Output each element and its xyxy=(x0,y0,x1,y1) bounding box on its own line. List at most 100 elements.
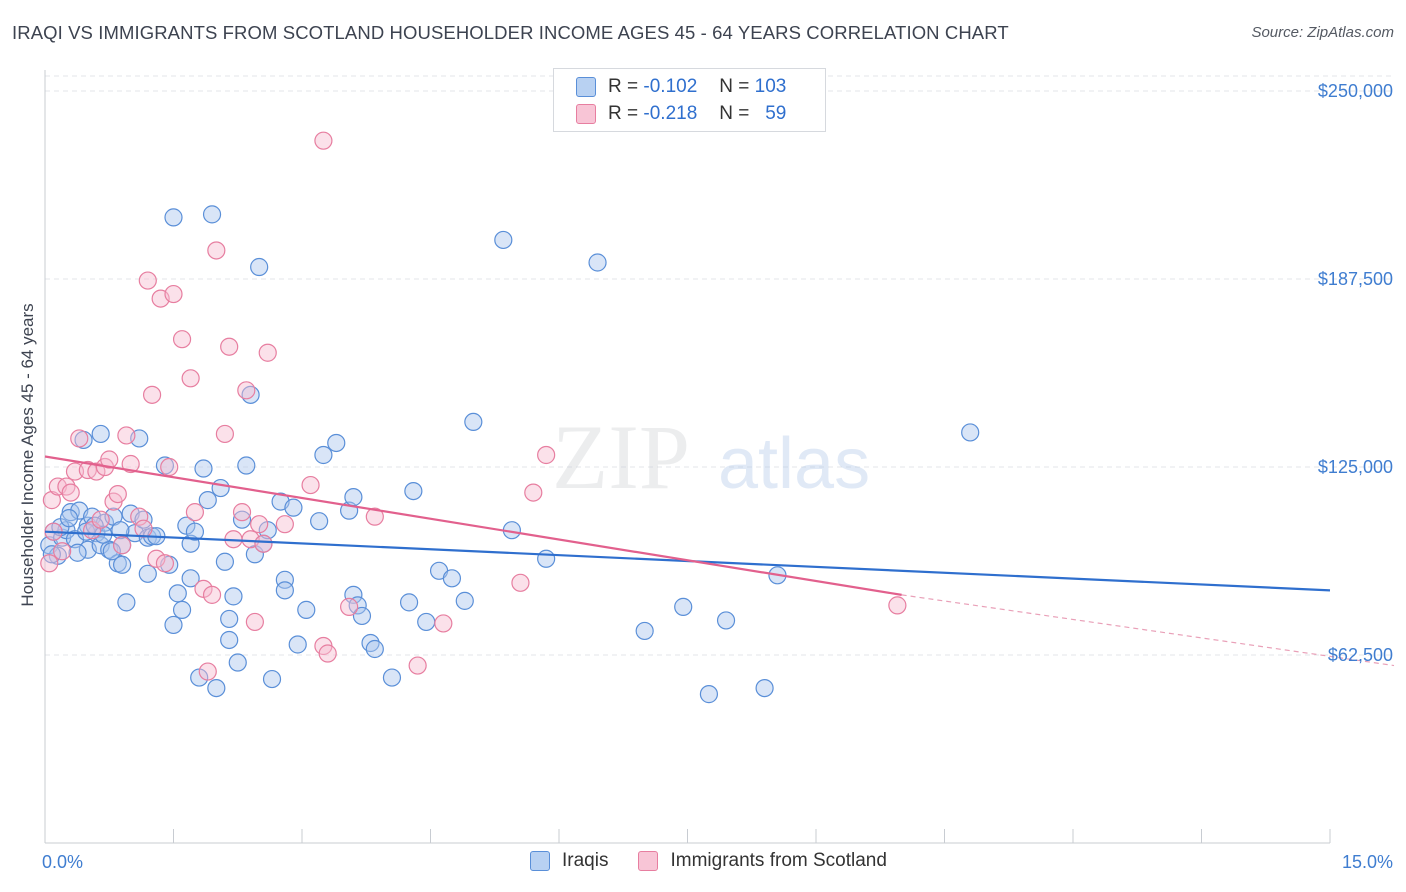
scotland-point xyxy=(202,585,222,604)
scotland-point xyxy=(61,483,80,502)
iraqis-point xyxy=(344,585,363,604)
iraqis-point xyxy=(194,459,213,478)
legend-swatch-pink xyxy=(576,104,596,124)
scotland-point xyxy=(207,241,226,260)
n-value: 103 xyxy=(754,76,787,97)
iraqis-point xyxy=(181,569,200,588)
iraqis-point xyxy=(172,600,192,619)
iraqis-point xyxy=(674,597,693,616)
iraqis-point xyxy=(59,509,79,528)
scotland-point xyxy=(87,462,106,481)
iraqis-point xyxy=(310,512,329,531)
iraqis-point xyxy=(220,630,239,650)
scotland-point xyxy=(91,510,110,529)
scotland-point xyxy=(53,542,72,561)
scotland-point xyxy=(185,503,205,522)
iraqis-point xyxy=(417,612,436,632)
legend-swatch-pink xyxy=(638,851,659,871)
scotland-points xyxy=(40,131,907,681)
y-tick-label: $125,000 xyxy=(1318,457,1393,477)
iraqis-point xyxy=(404,481,423,501)
scotland-point xyxy=(318,644,337,663)
r-label: R = xyxy=(608,103,639,124)
y-tick-labels: $62,500 $125,000 $187,500 $250,000 xyxy=(1318,81,1393,665)
scotland-point xyxy=(160,457,179,477)
iraqis-point xyxy=(275,570,294,589)
scotland-point xyxy=(172,330,192,349)
scotland-point xyxy=(121,454,140,474)
correlation-legend: R = -0.102 N = 103 R = -0.218 N = 59 xyxy=(553,68,826,132)
scotland-point xyxy=(220,337,239,356)
scotland-point xyxy=(408,656,427,675)
iraqis-point xyxy=(399,593,419,612)
iraqis-point xyxy=(588,253,607,272)
legend-swatch-blue xyxy=(576,77,596,97)
r-value: -0.218 xyxy=(643,103,698,124)
n-label: N = xyxy=(719,76,750,97)
iraqis-point xyxy=(237,456,256,475)
watermark-zip: ZIP xyxy=(552,406,690,508)
iraqis-point xyxy=(228,653,247,672)
scotland-point xyxy=(524,483,543,502)
scotland-point xyxy=(314,131,333,150)
iraqis-point xyxy=(464,412,483,432)
scotland-point xyxy=(147,549,166,568)
x-tick-label: 15.0% xyxy=(1342,852,1393,872)
scotland-point xyxy=(215,424,234,444)
scotland-point xyxy=(42,491,61,510)
y-tick-label: $250,000 xyxy=(1318,81,1393,101)
x-tick-label: 0.0% xyxy=(42,852,83,872)
scotland-point xyxy=(164,284,183,304)
watermark-atlas: atlas xyxy=(718,424,870,504)
iraqis-point xyxy=(352,606,372,626)
iraqis-point xyxy=(382,668,402,687)
iraqis-point xyxy=(164,208,183,227)
scotland-point xyxy=(130,507,149,526)
iraqis-point xyxy=(961,423,980,442)
iraqis-point xyxy=(220,609,239,629)
source-label: Source: ZipAtlas.com xyxy=(1251,24,1394,41)
iraqis-point xyxy=(211,478,230,498)
iraqis-point xyxy=(168,584,187,603)
scotland-point xyxy=(237,381,256,400)
scotland-point xyxy=(155,554,175,573)
iraqis-point xyxy=(117,593,136,612)
scotland-point xyxy=(250,515,269,534)
iraqis-point xyxy=(344,488,363,507)
iraqis-point xyxy=(494,230,513,250)
scotland-point xyxy=(365,507,384,526)
iraqis-point xyxy=(102,542,121,561)
y-tick-label: $187,500 xyxy=(1318,269,1393,289)
scotland-point xyxy=(142,385,162,404)
scotland-point xyxy=(40,554,59,573)
scotland-point xyxy=(254,534,273,553)
n-label: N = xyxy=(719,103,750,124)
iraqis-point xyxy=(164,615,183,635)
scotland-point xyxy=(134,519,153,538)
scotland-point xyxy=(117,426,136,445)
iraqis-point xyxy=(198,491,217,510)
iraqis-point xyxy=(288,635,307,654)
iraqis-point xyxy=(185,522,205,541)
scotland-point xyxy=(100,450,119,469)
x-tick-labels: 0.0% 15.0% xyxy=(42,852,1393,872)
iraqis-point xyxy=(262,669,282,689)
scotland-point xyxy=(888,596,907,615)
series-legend: Iraqis Immigrants from Scotland xyxy=(530,850,917,872)
legend-swatch-blue xyxy=(530,851,550,871)
scotland-point xyxy=(138,271,157,290)
iraqis-point xyxy=(207,678,226,698)
n-value: 59 xyxy=(765,103,787,124)
scotland-point xyxy=(112,536,132,555)
scotland-point xyxy=(301,475,320,495)
iraqis-point xyxy=(138,564,157,583)
legend-label: Iraqis xyxy=(562,850,609,871)
iraqis-point xyxy=(91,536,110,555)
iraqis-point xyxy=(635,621,654,641)
iraqis-point xyxy=(327,433,346,453)
iraqis-point xyxy=(275,581,294,600)
iraqis-point xyxy=(365,639,384,659)
legend-row-scotland: R = -0.218 N = 59 xyxy=(576,101,786,127)
iraqis-point xyxy=(537,549,556,568)
